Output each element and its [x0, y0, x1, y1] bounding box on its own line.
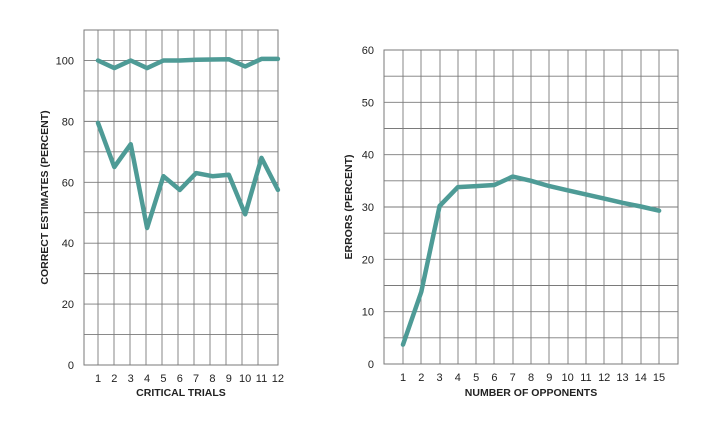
x-axis-label: CRITICAL TRIALS — [136, 387, 226, 399]
x-tick-label: 2 — [111, 373, 117, 385]
series-line-1 — [400, 174, 662, 347]
y-tick-label: 30 — [362, 202, 374, 214]
x-tick-label: 11 — [256, 373, 267, 385]
y-tick-label: 10 — [362, 307, 374, 319]
x-tick-label: 5 — [473, 372, 479, 384]
y-axis-label: CORRECT ESTIMATES (PERCENT) — [39, 110, 51, 284]
x-tick-label: 7 — [510, 372, 516, 384]
x-tick-label: 1 — [95, 373, 101, 385]
x-tick-label: 9 — [226, 373, 232, 385]
x-tick-label: 2 — [418, 372, 424, 384]
y-tick-label: 50 — [362, 97, 374, 109]
x-tick-label: 15 — [653, 372, 665, 384]
plot-frame — [83, 29, 279, 366]
x-tick-label: 4 — [455, 372, 461, 384]
y-tick-label: 60 — [62, 177, 74, 189]
x-tick-label: 10 — [239, 373, 251, 385]
y-axis-label: ERRORS (PERCENT) — [343, 154, 355, 259]
y-tick-label: 80 — [62, 116, 74, 128]
y-tick-label: 100 — [56, 55, 74, 67]
y-tick-label: 40 — [62, 238, 74, 250]
x-tick-label: 3 — [128, 373, 134, 385]
x-tick-label: 1 — [400, 372, 406, 384]
x-tick-label: 10 — [561, 372, 573, 384]
x-tick-label: 8 — [209, 373, 215, 385]
x-tick-label: 9 — [546, 372, 552, 384]
x-tick-label: 4 — [144, 373, 150, 385]
x-tick-label: 6 — [491, 372, 497, 384]
x-tick-label: 5 — [160, 373, 166, 385]
x-tick-label: 11 — [580, 372, 591, 384]
x-tick-label: 6 — [177, 373, 183, 385]
x-axis-label: NUMBER OF OPPONENTS — [465, 387, 597, 399]
x-tick-label: 3 — [437, 372, 443, 384]
x-tick-label: 14 — [635, 372, 647, 384]
x-tick-label: 12 — [272, 373, 284, 385]
x-tick-label: 12 — [598, 372, 610, 384]
y-tick-label: 20 — [62, 299, 74, 311]
y-tick-label: 0 — [368, 359, 374, 371]
x-tick-label: 7 — [193, 373, 199, 385]
x-tick-label: 13 — [616, 372, 628, 384]
y-tick-label: 20 — [362, 254, 374, 266]
y-tick-label: 40 — [362, 150, 374, 162]
y-tick-label: 60 — [362, 45, 374, 57]
x-tick-label: 8 — [528, 372, 534, 384]
series-line-1 — [95, 56, 281, 71]
series-line-2 — [95, 120, 281, 231]
y-tick-label: 0 — [68, 360, 74, 372]
